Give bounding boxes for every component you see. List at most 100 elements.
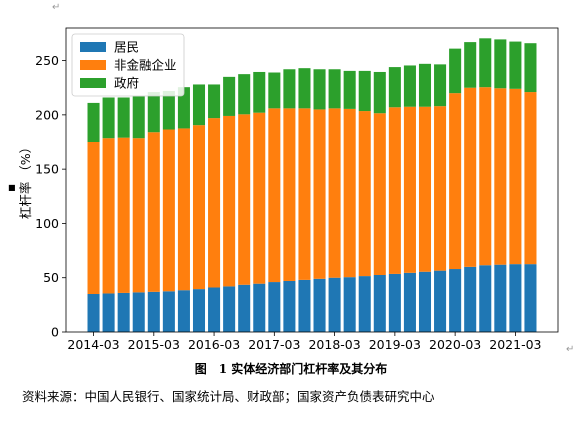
bar-segment [403,106,416,273]
bar-segment [418,63,432,107]
bar-segment [388,107,401,274]
bar-segment [509,88,522,265]
bar-segment [343,277,356,332]
bar-segment [479,38,492,88]
bar-segment [223,115,236,287]
bar-segment [358,276,371,332]
bar-segment [102,97,115,139]
bar-segment [403,272,416,332]
x-tick-label: 2015-03 [128,337,180,352]
bar-segment [464,87,477,267]
bar-segment [298,68,311,109]
x-tick-label: 2021-03 [489,337,541,352]
bar-segment [208,118,221,288]
bar-segment [494,88,507,265]
bar-segment [298,279,311,332]
bar-segment [328,69,341,109]
bar-segment [434,106,447,271]
bar-segment [464,266,477,332]
axes-frame [65,27,559,333]
bar-segment [388,273,401,332]
bar-segment [162,90,175,130]
bar-segment [147,291,160,332]
bar-segment [238,284,251,332]
bars-layer [87,38,537,332]
bar-segment [208,287,221,332]
bar-segment [102,293,115,332]
bar-segment [449,269,462,332]
bar-segment [494,39,507,89]
bar-segment [87,102,100,142]
legend-swatch [80,42,106,52]
legend-label: 政府 [114,76,139,91]
legend-label: 非金融企业 [114,58,177,73]
bar-segment [524,264,537,332]
x-tick-label: 2017-03 [248,337,300,352]
bar-segment [343,108,356,278]
bar-segment [192,289,206,332]
bar-segment [494,264,507,332]
bar-segment [449,48,462,94]
bar-segment [223,76,236,116]
bar-segment [373,275,386,332]
bar-segment [524,43,537,93]
bar-segment [132,96,145,139]
bar-segment [328,277,341,332]
x-tick-label: 2020-03 [429,337,481,352]
bar-segment [253,283,266,332]
bar-segment [283,280,296,332]
bar-segment [373,113,386,275]
y-tick-label: 50 [43,270,59,285]
bar-segment [253,71,266,113]
legend-label: 居民 [114,40,139,55]
bar-segment [117,97,130,138]
bar-segment [117,137,130,293]
bar-segment [313,278,326,332]
bar-segment [434,270,447,332]
figure-caption: 图 1 实体经济部门杠杆率及其分布 [194,362,388,376]
y-tick-label: 0 [51,325,59,340]
bar-segment [238,114,251,285]
x-tick-label: 2018-03 [308,337,360,352]
x-axis: 2014-03 2015-03 2016-03 2017-03 2018-03 2019-… [67,332,542,352]
bar-segment [192,125,206,290]
bar-segment [177,290,190,332]
bar-segment [509,264,522,332]
bar-segment [132,138,145,293]
bar-segment [147,92,160,133]
paragraph-mark-icon: ↵ [566,344,575,355]
bar-segment [358,70,371,112]
bar-segment [449,93,462,270]
bar-segment [192,84,206,126]
bar-segment [328,108,341,278]
bar-segment [147,132,160,292]
bar-segment [177,87,190,129]
bar-segment [177,128,190,291]
x-tick-label: 2016-03 [188,337,240,352]
bar-segment [403,65,416,107]
bar-segment [283,108,296,281]
bar-segment [373,71,386,114]
bar-segment [479,265,492,332]
bar-segment [162,291,175,332]
bar-segment [479,87,492,266]
bar-segment [162,129,175,292]
x-tick-label: 2014-03 [67,337,119,352]
bar-segment [358,111,371,277]
legend-swatch [80,78,106,88]
bar-segment [268,108,281,283]
bar-segment [117,292,130,332]
y-tick-label: 150 [35,162,59,177]
bar-segment [298,108,311,280]
bar-segment [208,84,221,119]
bar-segment [102,138,115,294]
legend-swatch [80,60,106,70]
bar-segment [283,69,296,109]
bar-segment [87,294,100,332]
bar-segment [418,106,432,272]
bar-segment [253,112,266,284]
bar-segment [313,109,326,279]
paragraph-mark-icon: ↵ [52,2,61,13]
